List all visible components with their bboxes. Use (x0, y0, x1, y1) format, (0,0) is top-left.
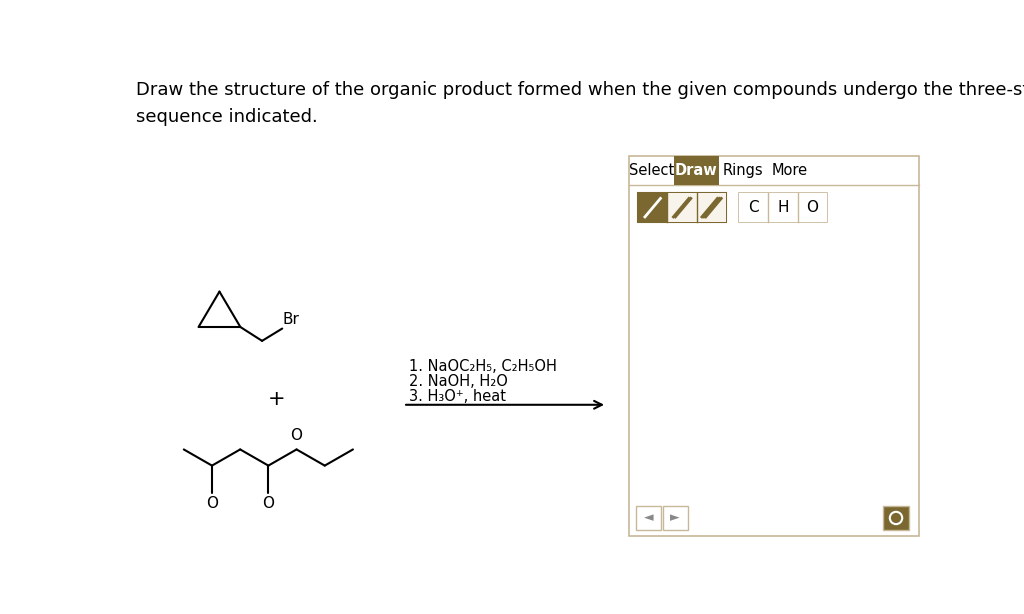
Bar (883, 507, 909, 529)
Bar (674, 156, 719, 185)
Text: +: + (268, 389, 286, 410)
Text: C: C (749, 200, 759, 215)
Bar (668, 193, 697, 222)
Text: Select: Select (629, 163, 674, 178)
Bar (697, 193, 726, 222)
Text: Draw the structure of the organic product formed when the given compounds underg: Draw the structure of the organic produc… (136, 82, 1024, 126)
Text: More: More (772, 163, 808, 178)
Bar (798, 193, 827, 222)
Bar (738, 193, 827, 222)
Text: ►: ► (671, 511, 680, 524)
Text: O: O (291, 429, 302, 443)
Bar (636, 507, 662, 529)
Text: Rings: Rings (722, 163, 763, 178)
Text: O: O (806, 200, 818, 215)
Bar (663, 507, 687, 529)
Bar (638, 193, 668, 222)
Text: H: H (777, 200, 788, 215)
Text: O: O (262, 496, 274, 511)
Text: O: O (206, 496, 218, 511)
Text: 3. H₃O⁺, heat: 3. H₃O⁺, heat (410, 389, 506, 405)
Bar (638, 193, 726, 222)
Text: ◄: ◄ (644, 511, 653, 524)
Text: 1. NaOC₂H₅, C₂H₅OH: 1. NaOC₂H₅, C₂H₅OH (410, 359, 557, 373)
Text: Br: Br (283, 312, 300, 327)
Bar (768, 193, 798, 222)
Text: Draw: Draw (675, 163, 718, 178)
Bar (738, 193, 768, 222)
Bar (629, 156, 919, 535)
Text: 2. NaOH, H₂O: 2. NaOH, H₂O (410, 374, 508, 389)
